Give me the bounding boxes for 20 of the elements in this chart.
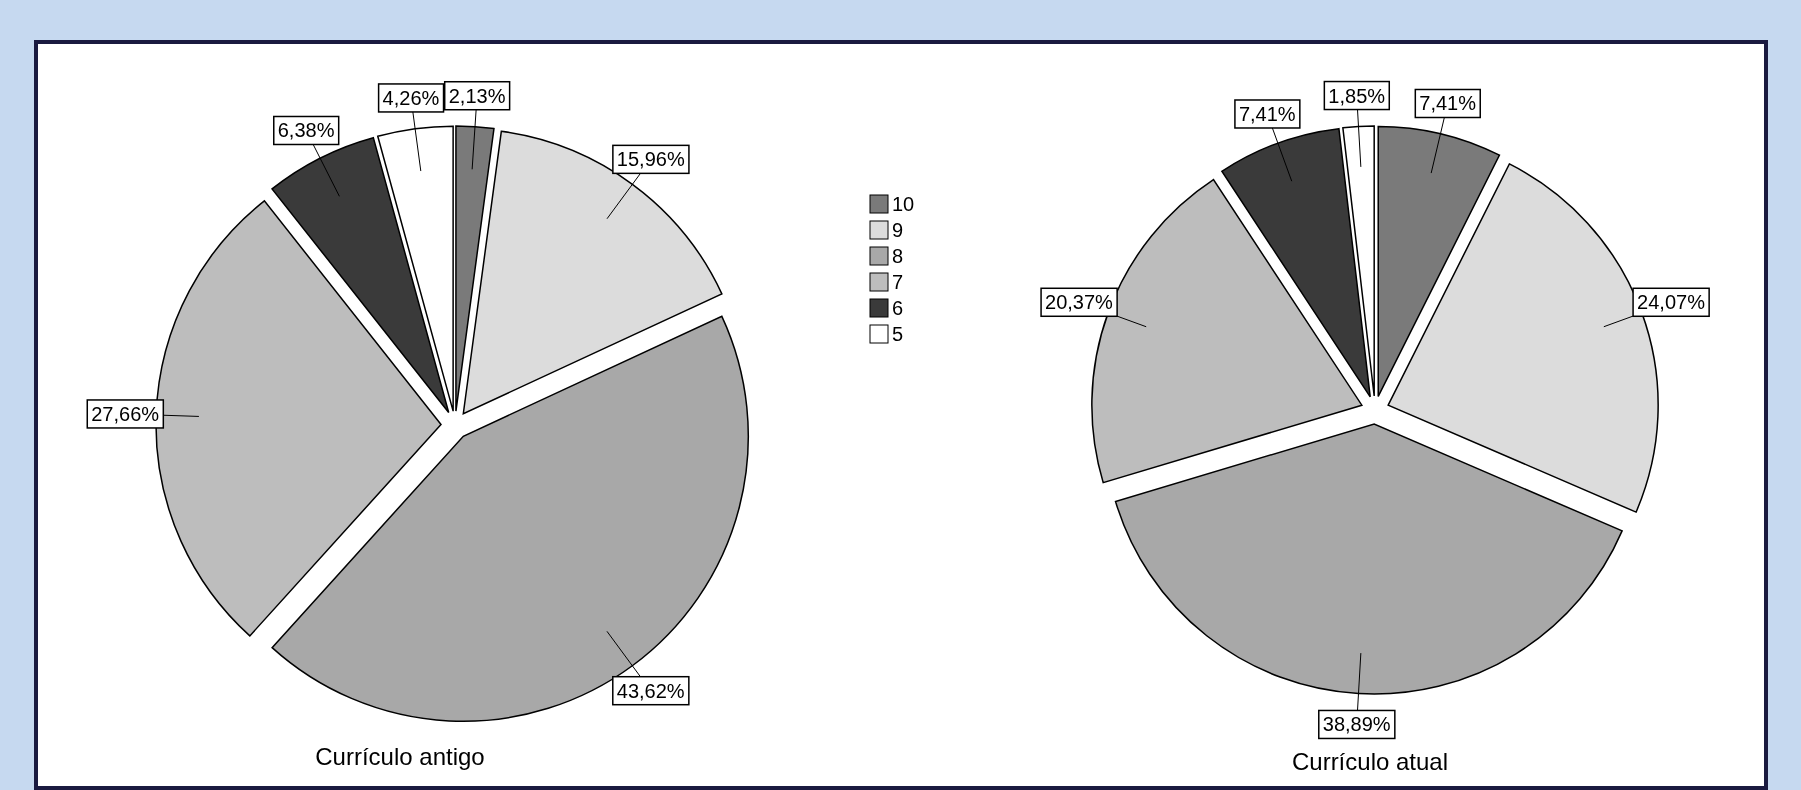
data-label: 38,89%	[1322, 713, 1391, 736]
data-label: 24,07%	[1637, 291, 1706, 314]
data-label: 20,37%	[1045, 291, 1114, 314]
data-label: 4,26%	[382, 86, 440, 109]
data-label: 27,66%	[91, 402, 160, 425]
legend-label: 10	[892, 193, 915, 215]
data-label: 7,41%	[1419, 92, 1477, 115]
legend-label: 6	[892, 297, 904, 319]
data-label: 1,85%	[1328, 84, 1386, 107]
legend-label: 9	[892, 219, 904, 241]
data-label: 15,96%	[616, 148, 685, 171]
data-label: 7,41%	[1238, 102, 1296, 125]
data-label: 2,13%	[448, 84, 506, 107]
legend-label: 7	[892, 271, 904, 293]
legend-label: 8	[892, 245, 904, 267]
text: Currículo antigo	[315, 743, 485, 770]
data-label: 6,38%	[277, 119, 335, 142]
legend-label: 5	[892, 323, 904, 345]
data-label: 43,62%	[616, 679, 685, 702]
text: Currículo atual	[1291, 748, 1449, 775]
